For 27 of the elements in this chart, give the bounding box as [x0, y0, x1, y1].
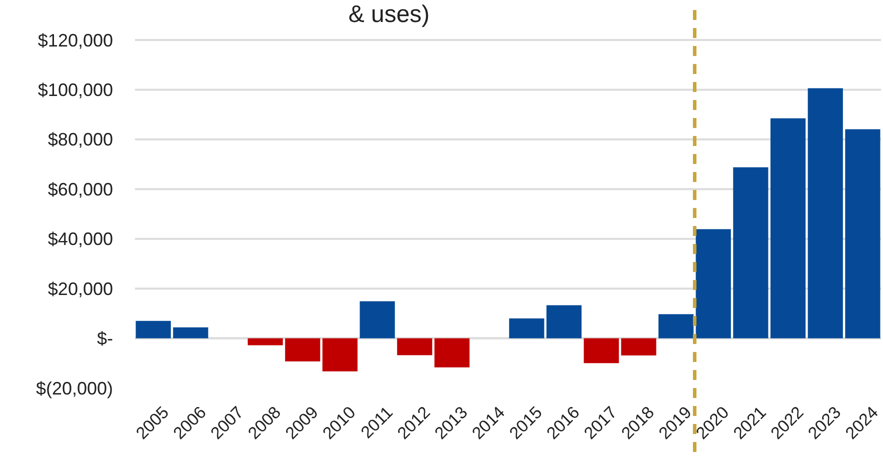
- bar: [173, 327, 208, 338]
- bar: [136, 320, 171, 338]
- bar: [733, 167, 768, 338]
- bar: [845, 129, 880, 338]
- y-tick-label: $100,000: [38, 80, 113, 100]
- bar: [584, 338, 619, 364]
- bar: [770, 118, 806, 338]
- bar: [397, 338, 432, 356]
- bar: [248, 338, 283, 346]
- bar: [322, 338, 358, 372]
- bar: [509, 318, 544, 338]
- chart-title: & uses): [348, 1, 430, 28]
- y-tick-label: $-: [96, 328, 113, 349]
- y-tick-label: $40,000: [48, 229, 113, 250]
- bar: [808, 88, 843, 338]
- y-tick-label: $20,000: [48, 278, 113, 299]
- y-tick-label: $80,000: [48, 130, 113, 150]
- bar: [621, 338, 656, 356]
- bar: [546, 305, 582, 338]
- y-tick-label: $60,000: [48, 179, 113, 200]
- y-tick-label: $(20,000): [36, 378, 113, 398]
- bar: [434, 338, 470, 368]
- bar: [658, 314, 694, 338]
- y-tick-label: $120,000: [38, 30, 113, 50]
- bar: [696, 229, 731, 338]
- bar: [360, 301, 395, 338]
- bar: [285, 338, 320, 362]
